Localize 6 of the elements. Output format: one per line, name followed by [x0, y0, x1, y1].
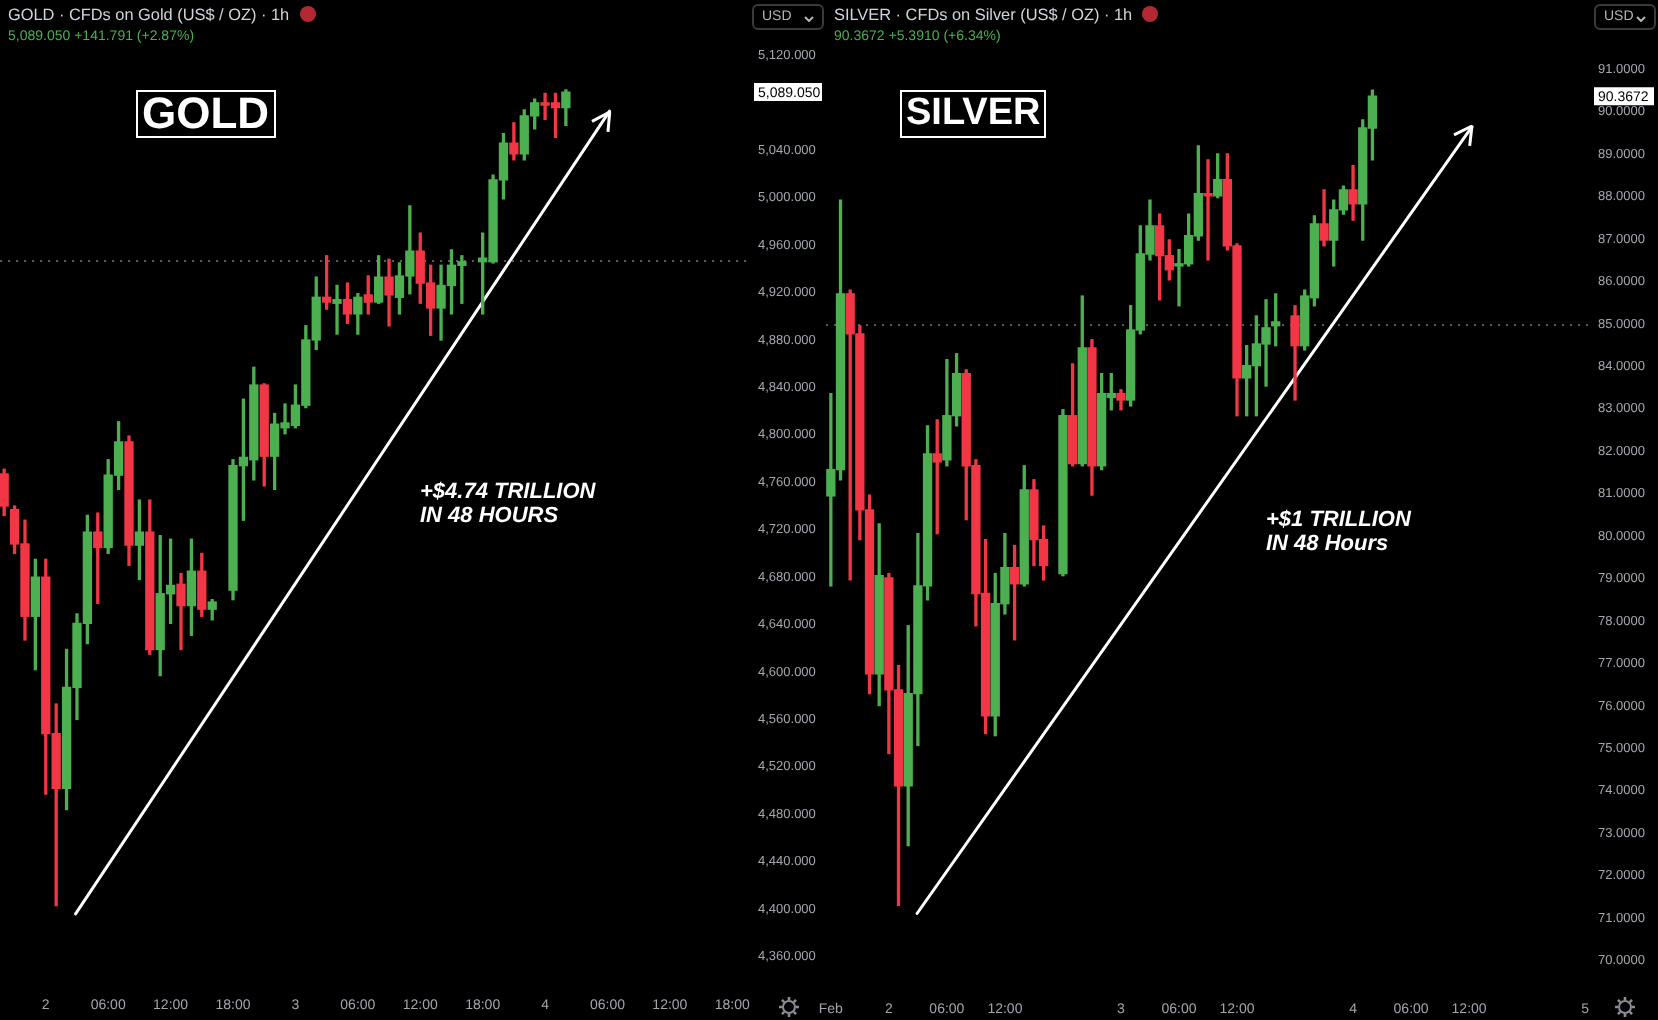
annotation: +$4.74 TRILLION IN 48 HOURS	[420, 480, 596, 528]
annotation: +$1 TRILLION IN 48 Hours	[1266, 508, 1411, 556]
annotation: SILVER	[900, 90, 1047, 138]
chart-title: SILVER · CFDs on Silver (US$ / OZ) · 1h	[834, 6, 1133, 24]
chart-title: GOLD · CFDs on Gold (US$ / OZ) · 1h	[8, 6, 290, 24]
annotation: GOLD	[136, 88, 276, 138]
